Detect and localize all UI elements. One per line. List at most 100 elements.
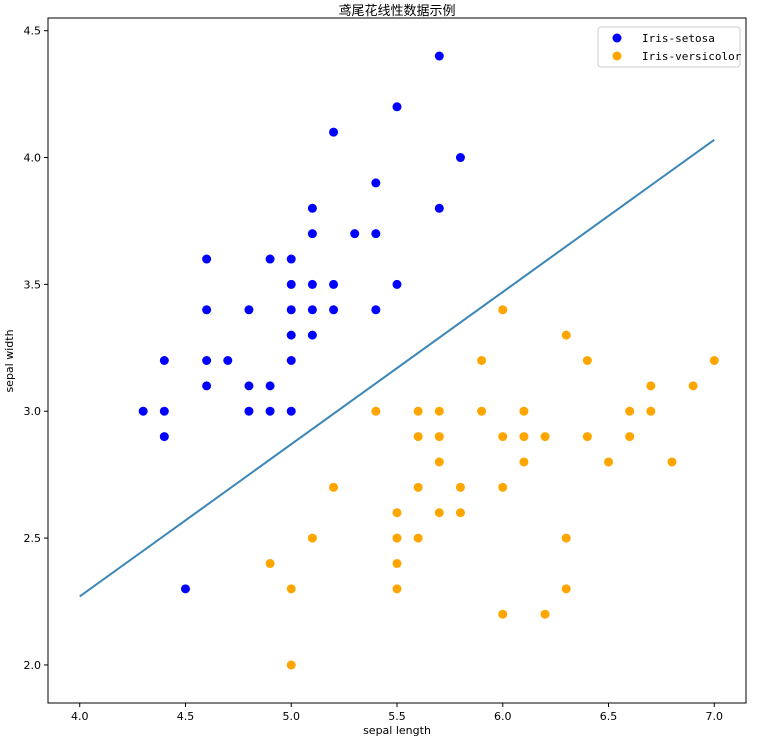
point-iris-setosa	[371, 229, 381, 239]
y-tick-label: 3.5	[24, 278, 42, 291]
y-tick-label: 3.0	[24, 405, 42, 418]
legend-label-setosa: Iris-setosa	[642, 32, 715, 45]
point-iris-versicolor	[498, 609, 508, 619]
point-iris-setosa	[244, 381, 254, 391]
point-iris-versicolor	[413, 432, 423, 442]
point-iris-setosa	[159, 432, 169, 442]
point-iris-setosa	[202, 381, 212, 391]
point-iris-versicolor	[392, 584, 402, 594]
point-iris-versicolor	[519, 457, 529, 467]
decision-line	[79, 138, 715, 598]
point-iris-versicolor	[709, 356, 719, 365]
point-iris-versicolor	[582, 356, 592, 365]
point-iris-setosa	[202, 305, 212, 315]
point-iris-setosa	[350, 229, 360, 239]
point-iris-versicolor	[477, 356, 487, 365]
x-tick-label: 6.5	[600, 710, 618, 723]
point-iris-versicolor	[519, 432, 529, 442]
point-iris-versicolor	[498, 305, 508, 315]
point-iris-versicolor	[265, 558, 275, 568]
point-iris-versicolor	[455, 482, 465, 492]
point-iris-versicolor	[434, 508, 444, 518]
point-iris-setosa	[244, 305, 254, 315]
legend-marker-setosa	[612, 33, 622, 43]
point-iris-versicolor	[646, 406, 656, 416]
fit-line-layer	[79, 138, 715, 598]
point-iris-versicolor	[582, 432, 592, 442]
point-iris-versicolor	[625, 432, 635, 442]
x-tick-label: 4.0	[71, 710, 89, 723]
point-iris-setosa	[286, 305, 296, 315]
point-iris-setosa	[329, 305, 339, 315]
point-iris-versicolor	[286, 584, 296, 594]
points-layer	[138, 51, 719, 670]
point-iris-versicolor	[371, 406, 381, 416]
point-iris-setosa	[392, 102, 402, 112]
point-iris-setosa	[434, 51, 444, 61]
point-iris-setosa	[371, 305, 381, 315]
point-iris-versicolor	[329, 482, 339, 492]
point-iris-versicolor	[604, 457, 614, 467]
legend-marker-versicolor	[612, 51, 622, 61]
point-iris-setosa	[159, 356, 169, 365]
point-iris-setosa	[202, 254, 212, 264]
point-iris-setosa	[371, 178, 381, 188]
point-iris-versicolor	[307, 533, 317, 543]
point-iris-versicolor	[434, 457, 444, 467]
point-iris-setosa	[307, 330, 317, 340]
point-iris-setosa	[329, 127, 339, 137]
chart-title: 鸢尾花线性数据示例	[338, 3, 455, 19]
point-iris-setosa	[307, 279, 317, 289]
y-tick-label: 2.5	[24, 532, 42, 545]
point-iris-versicolor	[434, 406, 444, 416]
legend: Iris-setosa Iris-versicolor	[597, 26, 742, 68]
point-iris-versicolor	[392, 558, 402, 568]
point-iris-versicolor	[413, 406, 423, 416]
point-iris-versicolor	[286, 660, 296, 670]
point-iris-setosa	[307, 203, 317, 213]
x-axis-label: sepal length	[363, 724, 431, 737]
point-iris-versicolor	[498, 482, 508, 492]
point-iris-versicolor	[392, 508, 402, 518]
point-iris-setosa	[265, 406, 275, 416]
x-tick-label: 5.0	[282, 710, 300, 723]
point-iris-setosa	[265, 254, 275, 264]
point-iris-setosa	[286, 356, 296, 365]
point-iris-setosa	[286, 406, 296, 416]
point-iris-versicolor	[540, 432, 550, 442]
point-iris-versicolor	[561, 533, 571, 543]
point-iris-versicolor	[413, 482, 423, 492]
point-iris-versicolor	[688, 381, 698, 391]
point-iris-setosa	[180, 584, 190, 594]
point-iris-setosa	[455, 153, 465, 163]
point-iris-setosa	[329, 279, 339, 289]
plot-frame	[47, 17, 747, 704]
point-iris-setosa	[434, 203, 444, 213]
legend-label-versicolor: Iris-versicolor	[642, 50, 742, 63]
point-iris-versicolor	[519, 406, 529, 416]
point-iris-setosa	[223, 356, 233, 365]
point-iris-setosa	[244, 406, 254, 416]
point-iris-setosa	[138, 406, 148, 416]
point-iris-setosa	[286, 330, 296, 340]
legend-box	[597, 26, 741, 68]
point-iris-versicolor	[477, 406, 487, 416]
point-iris-versicolor	[667, 457, 677, 467]
point-iris-setosa	[159, 406, 169, 416]
x-tick-label: 7.0	[706, 710, 724, 723]
x-tick-label: 5.5	[388, 710, 406, 723]
point-iris-setosa	[307, 229, 317, 239]
ticks-layer: 4.0 4.5 5.0 5.5 6.0 6.5 7.0 2.0 2.5 3.0 3.5 4.0 4.5	[24, 25, 724, 723]
x-tick-label: 6.0	[494, 710, 512, 723]
point-iris-versicolor	[646, 381, 656, 391]
point-iris-versicolor	[540, 609, 550, 619]
y-tick-label: 4.0	[24, 152, 42, 165]
point-iris-setosa	[265, 381, 275, 391]
point-iris-setosa	[286, 254, 296, 264]
y-tick-label: 4.5	[24, 25, 42, 38]
y-axis-label: sepal width	[3, 329, 16, 392]
point-iris-versicolor	[561, 330, 571, 340]
point-iris-setosa	[307, 305, 317, 315]
